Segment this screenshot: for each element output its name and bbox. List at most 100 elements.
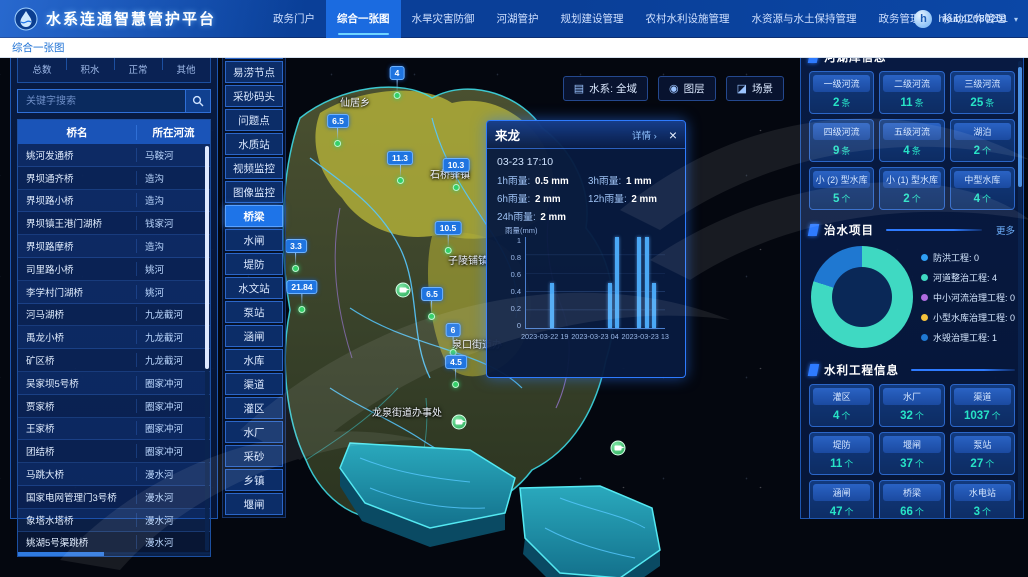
map-pin[interactable]: 6.5 xyxy=(421,287,443,320)
more-link[interactable]: 更多 xyxy=(995,226,1015,237)
table-row[interactable]: 界坝路摩桥 造沟 xyxy=(18,235,210,258)
map-control[interactable]: ◪ 场景 xyxy=(725,76,784,101)
table-row[interactable]: 团结桥 圈家冲河 xyxy=(18,440,210,464)
nav-tab-6[interactable]: 水资源与水土保持管理 xyxy=(751,12,857,25)
layer-item-15[interactable]: 渠道 xyxy=(225,373,283,395)
panel-scrollbar[interactable] xyxy=(1018,61,1022,501)
table-horizontal-scrollbar[interactable] xyxy=(18,552,210,556)
layer-item-7[interactable]: 图像监控 xyxy=(225,181,283,203)
map-pin[interactable]: 11.3 xyxy=(386,151,414,184)
table-row[interactable]: 河马湖桥 九龙截河 xyxy=(18,303,210,327)
map-pin[interactable]: 10.3 xyxy=(442,158,470,191)
legend-item[interactable]: 河道整治工程: 4 xyxy=(921,271,1015,284)
legend-item[interactable]: 防洪工程: 0 xyxy=(921,251,1015,264)
map-pin[interactable]: 21.84 xyxy=(286,280,318,313)
layer-item-18[interactable]: 采砂 xyxy=(225,445,283,467)
table-row[interactable]: 贾家桥 圈家冲河 xyxy=(18,394,210,418)
info-card[interactable]: 湖泊 2 个 xyxy=(949,119,1015,162)
table-row[interactable]: 王家桥 圈家冲河 xyxy=(18,417,210,441)
table-row[interactable]: 吴家坝5号桥 圈家冲河 xyxy=(18,371,210,395)
table-row[interactable]: 禹龙小桥 九龙截河 xyxy=(18,326,210,350)
map-control[interactable]: ◉ 图层 xyxy=(657,76,716,101)
info-card[interactable]: 桥梁 66 个 xyxy=(879,480,945,518)
layer-item-8[interactable]: 桥梁 xyxy=(225,205,283,227)
table-row[interactable]: 界坝路小桥 造沟 xyxy=(18,189,210,213)
table-vertical-scrollbar[interactable] xyxy=(205,146,209,551)
table-row[interactable]: 国家电网管理门3号桥 漫水河 xyxy=(18,485,210,509)
table-row[interactable]: 矿区桥 九龙截河 xyxy=(18,349,210,372)
map-pin[interactable]: 10.5 xyxy=(434,221,462,254)
legend-item[interactable]: 中小河流治理工程: 0 xyxy=(921,291,1015,304)
info-card[interactable]: 五级河流 4 条 xyxy=(879,119,945,162)
info-card[interactable]: 涵闸 47 个 xyxy=(809,480,875,518)
table-row[interactable]: 象塔水塔桥 漫水河 xyxy=(18,508,210,532)
info-card[interactable]: 泵站 27 个 xyxy=(949,432,1015,475)
section-divider xyxy=(886,229,982,231)
search-input[interactable] xyxy=(17,89,185,113)
search-button[interactable] xyxy=(185,89,211,113)
layer-item-6[interactable]: 视频监控 xyxy=(225,157,283,179)
table-row[interactable]: 姚河发通桥 马鞍河 xyxy=(18,144,210,167)
user-menu[interactable]: h hkub42080201 ▾ xyxy=(914,0,1018,38)
nav-tab-5[interactable]: 农村水利设施管理 xyxy=(645,12,730,25)
layer-item-4[interactable]: 问题点 xyxy=(225,109,283,131)
nav-tab-7[interactable]: 政务管理 xyxy=(878,12,921,25)
table-row[interactable]: 界坝镇王港门湖桥 钱家河 xyxy=(18,212,210,236)
layer-item-19[interactable]: 乡镇 xyxy=(225,469,283,491)
camera-icon[interactable] xyxy=(610,440,626,456)
map-pin[interactable]: 6.5 xyxy=(327,114,349,147)
map-pin[interactable]: 6 xyxy=(445,323,461,356)
table-body: 姚河发通桥 马鞍河 界坝通齐桥 造沟 界坝路小桥 造沟 界坝镇王港门湖桥 钱家河 界坝路摩桥 造沟… xyxy=(18,144,210,555)
info-card[interactable]: 二级河流 11 条 xyxy=(879,71,945,114)
map-pin[interactable]: 3.3 xyxy=(285,239,307,272)
layer-item-14[interactable]: 水库 xyxy=(225,349,283,371)
info-card[interactable]: 四级河流 9 条 xyxy=(809,119,875,162)
close-icon[interactable]: × xyxy=(668,126,677,143)
breadcrumb[interactable]: 综合一张图 xyxy=(12,42,65,54)
layer-item-17[interactable]: 水厂 xyxy=(225,421,283,443)
nav-tab-4[interactable]: 规划建设管理 xyxy=(560,12,624,25)
map-pin[interactable]: 4.5 xyxy=(445,355,467,388)
map-pin[interactable]: 4 xyxy=(389,66,405,99)
layer-item-3[interactable]: 采砂码头 xyxy=(225,85,283,107)
map-control[interactable]: ▤ 水系: 全域 xyxy=(562,76,648,101)
card-unit: 个 xyxy=(911,194,921,204)
table-row[interactable]: 界坝通齐桥 造沟 xyxy=(18,166,210,190)
nav-tab-9[interactable]: 系统管理 xyxy=(1017,0,1028,38)
table-row[interactable]: 李学村门湖桥 姚河 xyxy=(18,280,210,304)
info-card[interactable]: 灌区 4 个 xyxy=(809,384,875,427)
popup-detail-link[interactable]: 详情 › xyxy=(632,130,657,142)
legend-item[interactable]: 小型水库治理工程: 0 xyxy=(921,311,1015,324)
layer-item-11[interactable]: 水文站 xyxy=(225,277,283,299)
info-card[interactable]: 一级河流 2 条 xyxy=(809,71,875,114)
layer-item-20[interactable]: 堰闸 xyxy=(225,493,283,515)
legend-item[interactable]: 水毁治理工程: 1 xyxy=(921,331,1015,344)
info-card[interactable]: 小 (1) 型水库 2 个 xyxy=(879,167,945,210)
info-card[interactable]: 中型水库 4 个 xyxy=(949,167,1015,210)
layer-item-5[interactable]: 水质站 xyxy=(225,133,283,155)
nav-tab-0[interactable]: 政务门户 xyxy=(273,12,316,25)
info-card[interactable]: 渠道 1037 个 xyxy=(949,384,1015,427)
info-card[interactable]: 堤防 11 个 xyxy=(809,432,875,475)
layer-item-10[interactable]: 堤防 xyxy=(225,253,283,275)
nav-tab-8[interactable]: 移动工作管理 xyxy=(942,12,1006,25)
nav-tab-2[interactable]: 水旱灾害防御 xyxy=(411,12,475,25)
layer-item-13[interactable]: 涵闸 xyxy=(225,325,283,347)
table-row[interactable]: 马跳大桥 漫水河 xyxy=(18,463,210,486)
camera-icon[interactable] xyxy=(451,414,467,430)
info-card[interactable]: 水电站 3 个 xyxy=(949,480,1015,518)
layer-item-9[interactable]: 水闸 xyxy=(225,229,283,251)
layer-item-16[interactable]: 灌区 xyxy=(225,397,283,419)
info-card[interactable]: 堰闸 37 个 xyxy=(879,432,945,475)
table-row[interactable]: 姚湖5号渠跳桥 漫水河 xyxy=(18,531,210,555)
y-tick: 0.4 xyxy=(510,287,521,296)
nav-tab-1[interactable]: 综合一张图 xyxy=(326,0,401,38)
camera-icon[interactable] xyxy=(395,282,411,298)
layer-item-2[interactable]: 易涝节点 xyxy=(225,61,283,83)
layer-item-12[interactable]: 泵站 xyxy=(225,301,283,323)
info-card[interactable]: 水厂 32 个 xyxy=(879,384,945,427)
info-card[interactable]: 三级河流 25 条 xyxy=(949,71,1015,114)
nav-tab-3[interactable]: 河湖管护 xyxy=(496,12,539,25)
info-card[interactable]: 小 (2) 型水库 5 个 xyxy=(809,167,875,210)
table-row[interactable]: 司里路小桥 姚河 xyxy=(18,257,210,281)
